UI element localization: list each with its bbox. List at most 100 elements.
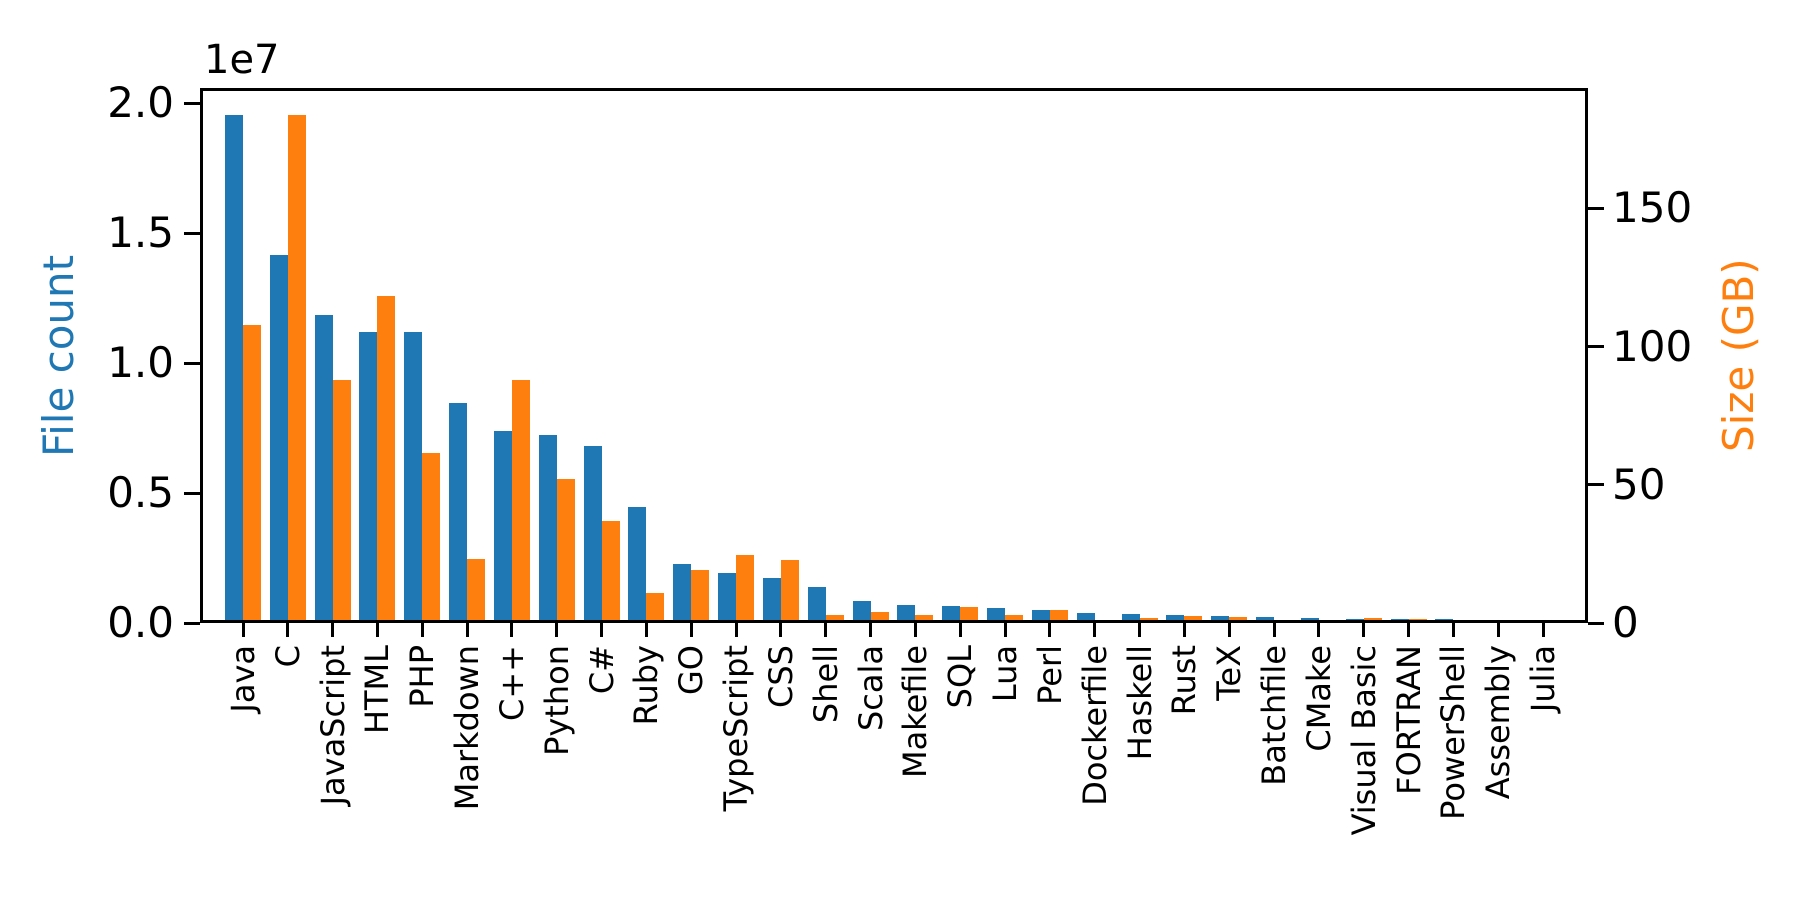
x-tick-dockerfile (1093, 623, 1097, 637)
right-tick-150 (1588, 206, 1604, 210)
left-tick-1.0 (184, 361, 200, 365)
x-tick-markdown (465, 623, 469, 637)
right-tick-100 (1588, 345, 1604, 348)
bar-file-count-c (583, 445, 602, 623)
bar-size-gb-cmake (1318, 621, 1337, 623)
bar-file-count-css (762, 577, 781, 623)
bar-size-gb-julia (1543, 622, 1562, 623)
bar-size-gb-c (511, 380, 530, 623)
x-tick-perl (1048, 623, 1052, 637)
x-tick-tex (1227, 623, 1231, 637)
bar-file-count-markdown (449, 402, 468, 623)
x-tick-css (779, 623, 783, 637)
x-tick-assembly (1496, 623, 1500, 637)
bar-file-count-haskell (1121, 614, 1140, 623)
bar-file-count-dockerfile (1076, 613, 1095, 623)
right-tick-label-150: 150 (1612, 183, 1693, 233)
x-tick-visual-basic (1362, 623, 1366, 637)
x-tick-go (689, 623, 693, 637)
x-tick-fortran (1407, 623, 1411, 637)
x-tick-label-html: HTML (358, 645, 397, 735)
bar-file-count-java (225, 114, 243, 623)
x-tick-ruby (644, 623, 648, 637)
x-tick-label-ruby: Ruby (627, 645, 666, 726)
bar-size-gb-perl (1049, 610, 1068, 623)
x-tick-label-sql: SQL (941, 645, 980, 709)
bar-size-gb-ruby (646, 592, 665, 623)
x-tick-batchfile (1272, 623, 1276, 637)
bar-size-gb-powershell (1453, 621, 1472, 623)
bar-file-count-javascript (314, 315, 333, 623)
bar-file-count-c (493, 431, 512, 623)
bar-file-count-shell (807, 586, 826, 623)
left-axis-offset-exponent: 1e7 (204, 37, 280, 83)
bar-size-gb-batchfile (1274, 621, 1293, 623)
x-tick-javascript (331, 623, 335, 637)
bar-size-gb-assembly (1498, 620, 1517, 623)
x-tick-haskell (1138, 623, 1142, 637)
x-tick-label-rust: Rust (1165, 645, 1204, 716)
x-tick-typescript (734, 623, 738, 637)
bar-file-count-visual-basic (1345, 618, 1364, 623)
x-tick-label-java: Java (224, 645, 262, 713)
bar-file-count-typescript (718, 572, 737, 623)
bar-file-count-julia (1525, 621, 1544, 623)
x-tick-label-css: CSS (761, 645, 800, 708)
left-tick-1.5 (184, 231, 200, 235)
x-tick-lua (1003, 623, 1007, 637)
bar-size-gb-go (691, 569, 710, 623)
bar-size-gb-java (243, 325, 261, 623)
bar-file-count-assembly (1480, 620, 1499, 623)
bar-file-count-scala (852, 601, 871, 623)
x-tick-label-haskell: Haskell (1120, 645, 1159, 761)
x-tick-label-dockerfile: Dockerfile (1075, 645, 1114, 806)
left-tick-label-2.0: 2.0 (107, 78, 174, 128)
x-tick-label-markdown: Markdown (448, 645, 487, 811)
bar-size-gb-markdown (467, 559, 486, 623)
bar-size-gb-lua (1005, 615, 1024, 623)
x-tick-label-go: GO (672, 645, 711, 695)
x-tick-java (241, 623, 245, 637)
bar-file-count-powershell (1435, 619, 1454, 623)
x-tick-label-javascript: JavaScript (313, 645, 352, 806)
bar-file-count-perl (1031, 610, 1050, 623)
left-tick-label-1.5: 1.5 (107, 208, 174, 258)
x-tick-rust (1182, 623, 1186, 637)
right-tick-label-100: 100 (1612, 321, 1693, 371)
bar-size-gb-scala (870, 612, 889, 623)
bar-file-count-c (269, 255, 288, 623)
x-tick-label-tex: TeX (1210, 645, 1249, 701)
bar-size-gb-php (422, 453, 441, 623)
x-tick-python (555, 623, 559, 637)
x-tick-html (375, 623, 379, 637)
right-tick-0 (1588, 621, 1604, 625)
bar-size-gb-javascript (332, 380, 351, 623)
left-tick-label-1.0: 1.0 (107, 338, 174, 388)
bar-size-gb-typescript (736, 555, 755, 623)
x-tick-cmake (1317, 623, 1321, 637)
bar-file-count-rust (1166, 614, 1185, 623)
right-tick-label-0: 0 (1612, 598, 1639, 647)
left-tick-2.0 (184, 101, 200, 105)
bar-file-count-html (359, 332, 378, 623)
bar-size-gb-haskell (1139, 617, 1158, 623)
bar-file-count-python (538, 435, 557, 623)
bar-file-count-tex (1211, 616, 1230, 623)
x-tick-label-makefile: Makefile (896, 645, 935, 779)
x-tick-label-scala: Scala (851, 645, 890, 732)
bar-size-gb-c (601, 521, 620, 623)
x-tick-label-php: PHP (403, 645, 442, 708)
left-tick-0.0 (184, 621, 200, 625)
x-tick-c (510, 623, 514, 637)
bar-size-gb-sql (960, 607, 979, 623)
bar-size-gb-python (556, 479, 575, 623)
x-tick-label-assembly: Assembly (1479, 645, 1518, 800)
x-tick-scala (869, 623, 873, 637)
bar-size-gb-dockerfile (1094, 621, 1113, 623)
bar-file-count-lua (987, 607, 1006, 623)
bar-file-count-fortran (1390, 619, 1409, 623)
right-tick-label-50: 50 (1612, 459, 1666, 509)
x-tick-label-typescript: TypeScript (717, 645, 756, 812)
plot-area: Java C JavaScript HTML PHP Markdown C++ Python C… (107, 78, 1692, 835)
